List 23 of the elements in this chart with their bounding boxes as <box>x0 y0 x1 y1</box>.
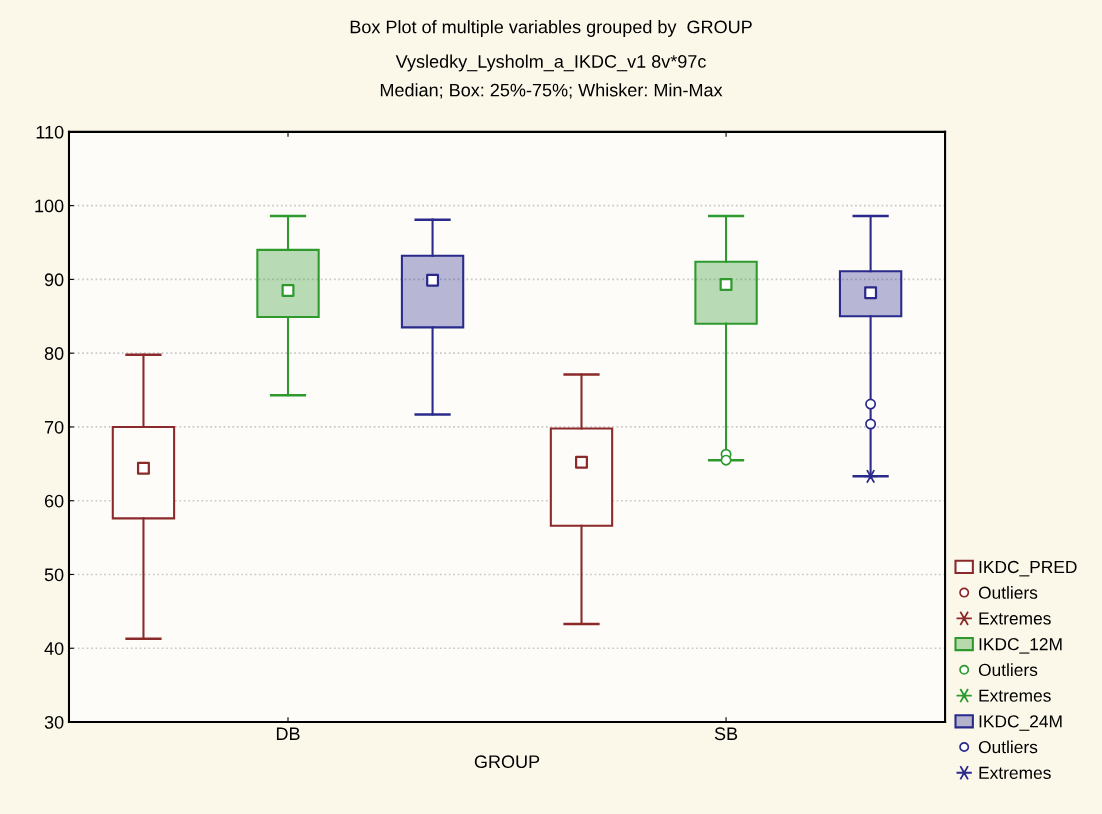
legend-label: Extremes <box>979 612 1051 625</box>
y-tick-label: 30 <box>44 715 64 729</box>
legend-label: IKDC_12M <box>979 638 1062 654</box>
legend-label: Extremes <box>979 766 1051 779</box>
y-tick-label: 110 <box>36 125 64 139</box>
x-tick-label: SB <box>714 727 738 741</box>
y-tick-label: 90 <box>44 273 64 287</box>
y-tick-label: 100 <box>35 199 64 213</box>
y-tick-label: 50 <box>44 568 64 582</box>
legend-label: Outliers <box>978 663 1038 677</box>
y-tick-label: 80 <box>44 347 64 360</box>
y-tick-label: 60 <box>44 494 64 508</box>
y-tick-label: 40 <box>44 642 64 655</box>
legend-label: Outliers <box>978 586 1038 599</box>
chart-subtitle: Vysledky_Lysholm_a_IKDC_v1 8v*97c Median; Box: 25%-75%; Whisker: Min-Max <box>380 54 723 99</box>
y-tick-label: 70 <box>44 420 64 434</box>
x-axis-title: GROUP <box>474 755 540 769</box>
x-tick-label: DB <box>276 727 300 740</box>
legend-label: IKDC_PRED <box>979 560 1077 577</box>
chart-title: Box Plot of multiple variables grouped by GROUP <box>350 20 752 37</box>
legend-label: IKDC_24M <box>979 715 1062 731</box>
legend-label: Extremes <box>979 689 1051 702</box>
legend-label: Outliers <box>978 740 1038 754</box>
